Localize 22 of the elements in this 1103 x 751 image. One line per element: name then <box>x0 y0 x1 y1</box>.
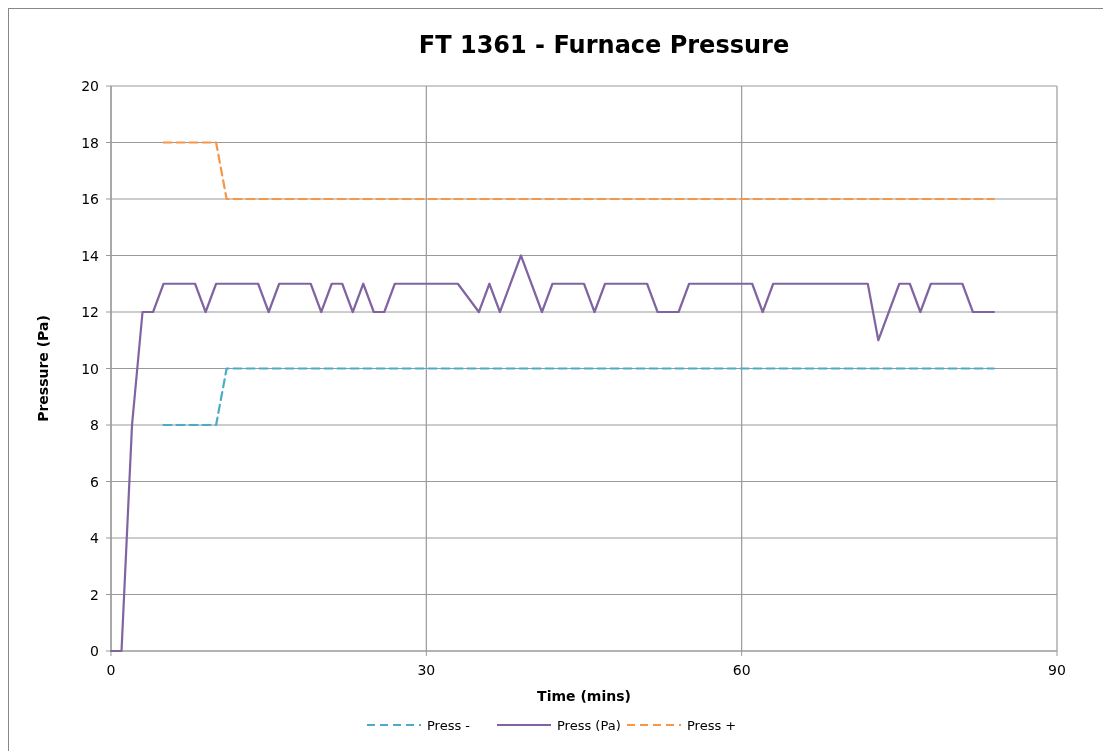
legend-label: Press - <box>427 718 471 733</box>
legend-label: Press (Pa) <box>557 718 621 733</box>
y-tick-label: 16 <box>81 191 100 207</box>
y-tick-label: 14 <box>81 247 100 264</box>
y-axis-title: Pressure (Pa) <box>35 315 51 422</box>
y-tick-label: 6 <box>90 473 100 490</box>
y-tick-label: 18 <box>81 134 99 151</box>
y-tick-label: 0 <box>90 643 99 659</box>
x-tick-label: 60 <box>732 662 751 678</box>
y-tick-label: 12 <box>81 304 99 320</box>
chart-title: FT 1361 - Furnace Pressure <box>418 31 790 59</box>
x-axis-title: Time (mins) <box>537 688 631 704</box>
y-tick-label: 20 <box>81 78 99 94</box>
x-tick-label: 30 <box>417 662 436 678</box>
y-tick-label: 4 <box>90 530 100 546</box>
y-tick-label: 10 <box>81 360 99 377</box>
y-tick-label: 2 <box>90 586 99 603</box>
legend-label: Press + <box>687 718 737 733</box>
line-series <box>109 254 996 653</box>
x-tick-label: 90 <box>1048 662 1066 678</box>
x-tick-label: 0 <box>106 662 116 678</box>
y-tick-label: 8 <box>90 417 99 433</box>
